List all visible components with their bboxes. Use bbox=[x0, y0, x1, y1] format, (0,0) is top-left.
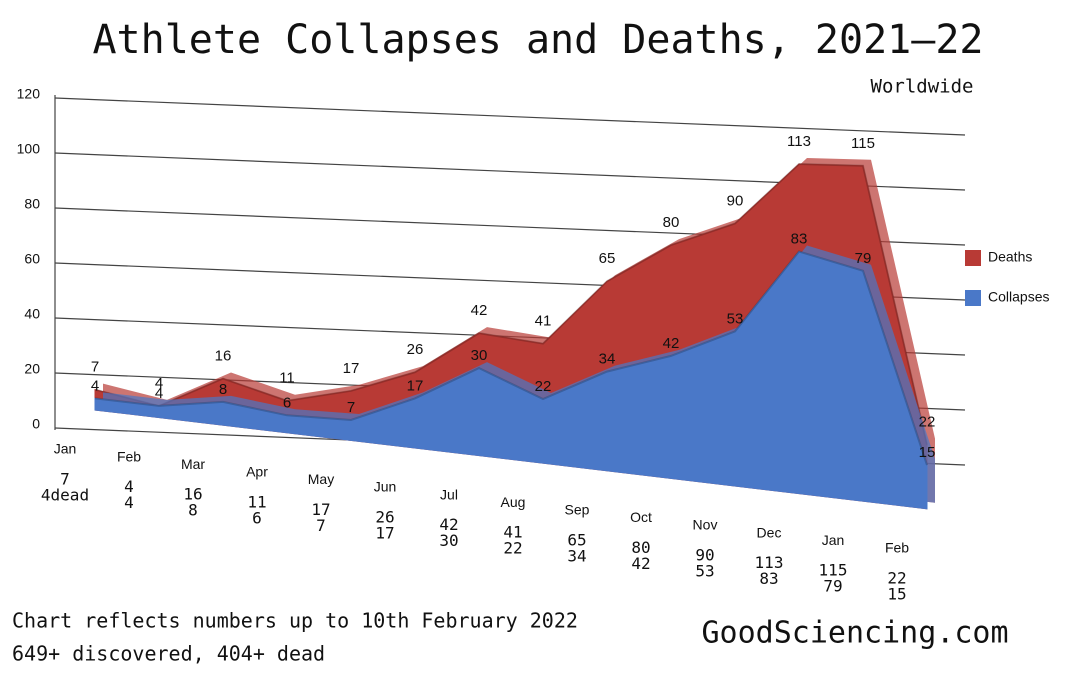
table-cell: 30 bbox=[439, 531, 458, 550]
table-cell: 26 bbox=[375, 508, 394, 527]
table-cell: 90 bbox=[695, 546, 714, 565]
table-cell: 15 bbox=[887, 584, 906, 603]
table-cell: 6 bbox=[252, 508, 262, 527]
table-cell: 79 bbox=[823, 577, 842, 596]
y-tick-label: 60 bbox=[24, 251, 40, 267]
data-label: 22 bbox=[919, 414, 936, 431]
data-label: 4 bbox=[155, 375, 163, 392]
y-tick-label: 40 bbox=[24, 306, 40, 322]
y-tick-label: 20 bbox=[24, 361, 40, 377]
x-tick-label: Jun bbox=[374, 479, 397, 495]
legend-label: Deaths bbox=[988, 249, 1032, 265]
table-cell: 4dead bbox=[41, 486, 89, 505]
data-label: 113 bbox=[787, 133, 811, 150]
y-tick-label: 100 bbox=[17, 141, 41, 157]
data-label: 34 bbox=[599, 351, 616, 368]
table-cell: 22 bbox=[887, 568, 906, 587]
note: 649+ discovered, 404+ dead bbox=[12, 642, 325, 666]
table-cell: 22 bbox=[503, 539, 522, 558]
table-cell: 17 bbox=[375, 524, 394, 543]
table-cell: 53 bbox=[695, 562, 714, 581]
data-label: 79 bbox=[855, 250, 872, 267]
x-tick-label: Nov bbox=[693, 517, 718, 533]
x-tick-label: Mar bbox=[181, 456, 205, 472]
data-label: 4 bbox=[155, 385, 163, 402]
data-label: 115 bbox=[851, 135, 875, 152]
y-tick-label: 120 bbox=[17, 86, 41, 102]
chart-title: Athlete Collapses and Deaths, 2021—22 bbox=[92, 17, 983, 63]
legend-swatch bbox=[965, 250, 981, 266]
table-cell: 34 bbox=[567, 546, 586, 565]
data-label: 8 bbox=[219, 381, 227, 398]
data-label: 15 bbox=[919, 444, 936, 461]
table-cell: 4 bbox=[124, 493, 134, 512]
x-tick-label: Jul bbox=[440, 486, 458, 502]
grid-line bbox=[54, 97, 966, 136]
data-label: 16 bbox=[215, 348, 232, 365]
source: GoodSciencing.com bbox=[701, 616, 1008, 651]
x-tick-label: Sep bbox=[565, 502, 590, 518]
x-tick-label: Jan bbox=[822, 532, 845, 548]
data-label: 53 bbox=[727, 310, 744, 327]
x-tick-label: Feb bbox=[885, 540, 909, 556]
data-label: 42 bbox=[471, 302, 488, 319]
data-label: 22 bbox=[535, 378, 552, 395]
data-label: 90 bbox=[727, 192, 744, 209]
x-tick-label: Feb bbox=[117, 448, 141, 464]
table-cell: 7 bbox=[60, 470, 70, 489]
data-label: 42 bbox=[663, 335, 680, 352]
table-cell: 41 bbox=[503, 523, 522, 542]
data-label: 41 bbox=[535, 313, 552, 330]
y-tick-label: 0 bbox=[32, 416, 40, 432]
data-label: 7 bbox=[347, 399, 355, 416]
y-tick-label: 80 bbox=[24, 196, 40, 212]
table-cell: 83 bbox=[759, 569, 778, 588]
data-label: 65 bbox=[599, 250, 616, 267]
data-label: 17 bbox=[407, 377, 424, 394]
table-cell: 42 bbox=[439, 515, 458, 534]
x-tick-label: Dec bbox=[757, 524, 782, 540]
data-label: 6 bbox=[283, 394, 291, 411]
x-tick-label: May bbox=[308, 471, 334, 487]
legend-swatch bbox=[965, 290, 981, 306]
table-cell: 115 bbox=[819, 561, 848, 580]
data-label: 4 bbox=[91, 377, 99, 394]
table-cell: 7 bbox=[316, 516, 326, 535]
note: Chart reflects numbers up to 10th Februa… bbox=[12, 609, 578, 633]
data-label: 7 bbox=[91, 359, 99, 376]
area bbox=[94, 250, 928, 510]
table-cell: 42 bbox=[631, 554, 650, 573]
x-tick-label: Aug bbox=[501, 494, 526, 510]
data-label: 30 bbox=[471, 347, 488, 364]
x-tick-label: Apr bbox=[246, 464, 268, 480]
table-cell: 4 bbox=[124, 477, 134, 496]
table-cell: 65 bbox=[567, 530, 586, 549]
data-label: 83 bbox=[791, 230, 808, 247]
table-cell: 11 bbox=[247, 492, 266, 511]
data-label: 17 bbox=[343, 360, 360, 377]
x-tick-label: Oct bbox=[630, 509, 652, 525]
legend-label: Collapses bbox=[988, 289, 1049, 305]
chart-subtitle: Worldwide bbox=[871, 76, 974, 98]
data-label: 11 bbox=[279, 370, 295, 387]
table-cell: 113 bbox=[755, 553, 784, 572]
area-edge bbox=[94, 250, 928, 466]
data-label: 80 bbox=[663, 214, 680, 231]
table-cell: 8 bbox=[188, 501, 198, 520]
data-label: 26 bbox=[407, 341, 424, 358]
table-cell: 17 bbox=[311, 500, 330, 519]
area-edge bbox=[94, 163, 928, 445]
x-tick-label: Jan bbox=[54, 441, 77, 457]
table-cell: 16 bbox=[183, 485, 202, 504]
table-cell: 80 bbox=[631, 538, 650, 557]
